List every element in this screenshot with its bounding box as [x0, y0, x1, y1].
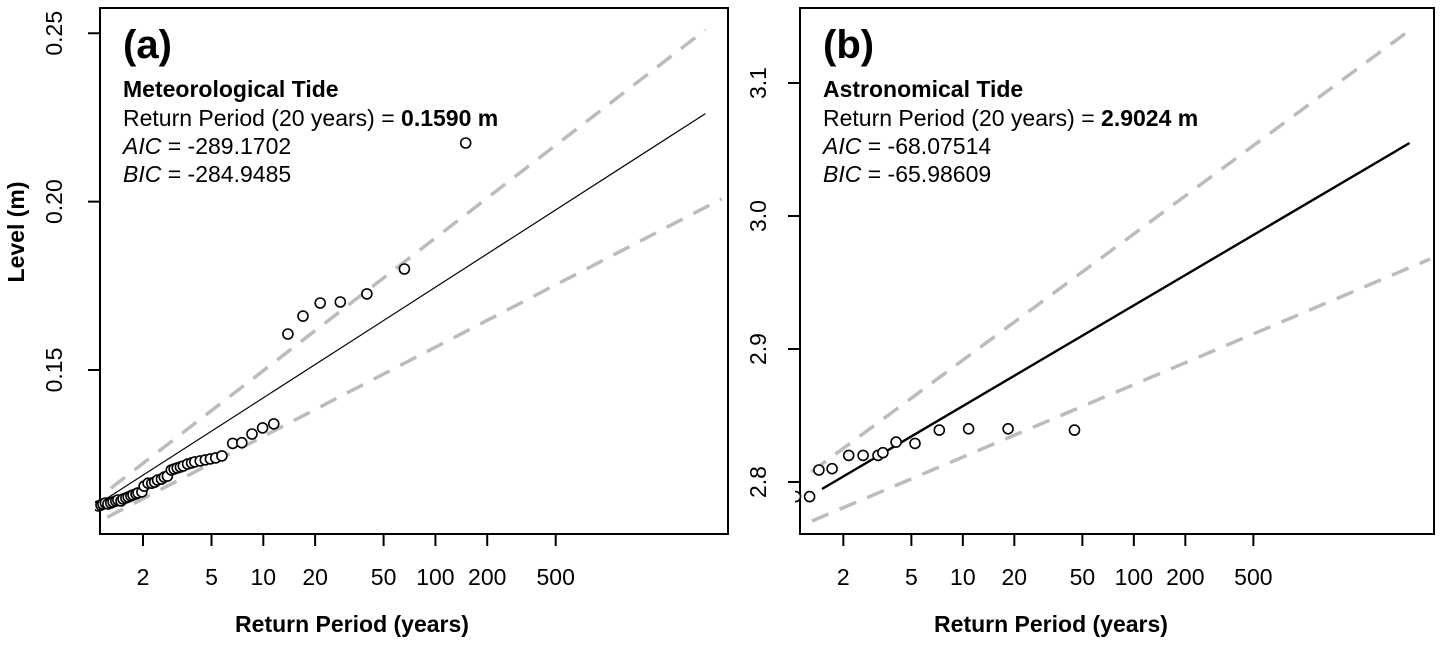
- aic-label: AIC: [821, 133, 862, 159]
- panel-b: (b) Astronomical Tide Return Period (20 …: [745, 7, 1435, 637]
- x-tick-label: 50: [371, 564, 397, 590]
- data-point: [398, 263, 411, 275]
- data-point: [890, 436, 902, 448]
- x-tick-label: 200: [468, 564, 506, 590]
- data-point: [256, 422, 269, 434]
- data-point: [877, 446, 889, 459]
- x-tick-label: 500: [537, 564, 575, 590]
- data-point: [962, 422, 975, 435]
- aic-value: = -68.07514: [861, 133, 991, 159]
- plot-frame: [99, 7, 729, 535]
- panel-a: (a) Meteorological Tide Return Period (2…: [3, 7, 729, 637]
- x-tick-label: 20: [1002, 564, 1028, 590]
- panel-b-aic-line: AIC = -68.07514: [821, 133, 991, 159]
- plot-frame: [799, 7, 1435, 535]
- y-tick-label: 3.0: [745, 200, 771, 232]
- bic-label: BIC: [123, 161, 162, 187]
- aic-label: AIC: [121, 133, 162, 159]
- data-points: [795, 422, 1081, 503]
- data-point: [314, 297, 327, 309]
- x-tick-label: 100: [416, 564, 454, 590]
- y-tick-label: 0.20: [41, 179, 67, 224]
- panel-a-bic-line: BIC = -284.9485: [123, 161, 291, 187]
- bic-value: = -65.98609: [861, 161, 991, 187]
- data-point: [1002, 422, 1014, 435]
- bic-value: = -284.9485: [161, 161, 291, 187]
- y-tick-label: 3.1: [745, 67, 771, 99]
- panel-b-return-period-line: Return Period (20 years) = 2.9024 m: [823, 105, 1198, 131]
- data-point: [459, 137, 472, 149]
- data-point: [282, 328, 294, 340]
- data-point: [246, 428, 258, 440]
- x-tick-label: 10: [251, 564, 277, 590]
- panel-b-label: (b): [823, 23, 874, 67]
- panel-b-x-axis-title: Return Period (years): [934, 611, 1168, 637]
- return-period-value: 0.1590 m: [401, 105, 498, 131]
- y-tick-label: 2.8: [745, 466, 771, 498]
- data-point: [803, 490, 816, 503]
- x-tick-label: 5: [205, 564, 218, 590]
- panel-b-bic-line: BIC = -65.98609: [823, 161, 991, 187]
- panel-a-label: (a): [123, 23, 172, 67]
- panel-b-title: Astronomical Tide: [823, 76, 1023, 102]
- data-point: [334, 296, 347, 308]
- panel-a-title: Meteorological Tide: [123, 76, 339, 102]
- data-point: [795, 490, 802, 503]
- data-points: [95, 137, 472, 512]
- return-period-value: 2.9024 m: [1101, 105, 1198, 131]
- x-tick-label: 20: [302, 564, 328, 590]
- x-tick-label: 200: [1166, 564, 1204, 590]
- x-tick-label: 2: [137, 564, 150, 590]
- x-tick-label: 500: [1234, 564, 1272, 590]
- x-tick-label: 100: [1115, 564, 1153, 590]
- data-point: [267, 418, 280, 430]
- y-tick-label: 0.15: [41, 348, 67, 393]
- bic-label: BIC: [823, 161, 862, 187]
- data-point: [236, 436, 248, 449]
- aic-value: = -289.1702: [161, 133, 291, 159]
- confidence-band-lower: [106, 197, 723, 519]
- panel-a-plot: 2 5 10 20 50 100 200 500 0.15 0.20 0.25: [41, 7, 729, 590]
- panel-a-aic-line: AIC = -289.1702: [121, 133, 291, 159]
- fit-line: [821, 141, 1411, 491]
- data-point: [297, 310, 309, 322]
- data-point: [826, 462, 838, 475]
- confidence-band-upper: [810, 31, 1407, 474]
- data-point: [361, 288, 373, 300]
- x-tick-label: 2: [837, 564, 850, 590]
- x-tick-label: 50: [1070, 564, 1096, 590]
- x-tick-label: 5: [905, 564, 918, 590]
- return-period-prefix: Return Period (20 years) =: [823, 105, 1101, 131]
- panel-b-plot: 2 5 10 20 50 100 200 500 2.8 2.9 3.0 3.1: [745, 7, 1435, 590]
- data-point: [842, 449, 855, 462]
- confidence-band-lower: [811, 257, 1431, 523]
- x-tick-label: 10: [950, 564, 976, 590]
- confidence-band-upper: [109, 28, 707, 490]
- data-point: [933, 424, 946, 436]
- return-period-prefix: Return Period (20 years) =: [123, 105, 401, 131]
- y-tick-label: 2.9: [745, 333, 771, 365]
- data-point: [813, 464, 825, 476]
- panel-a-y-axis-title: Level (m): [3, 182, 29, 283]
- fit-line: [99, 113, 706, 504]
- data-point: [1068, 424, 1081, 436]
- data-point: [216, 450, 228, 462]
- y-tick-label: 0.25: [41, 11, 67, 56]
- panel-a-x-axis-title: Return Period (years): [235, 611, 469, 637]
- data-point: [857, 449, 869, 462]
- panel-a-return-period-line: Return Period (20 years) = 0.1590 m: [123, 105, 498, 131]
- data-point: [909, 437, 921, 450]
